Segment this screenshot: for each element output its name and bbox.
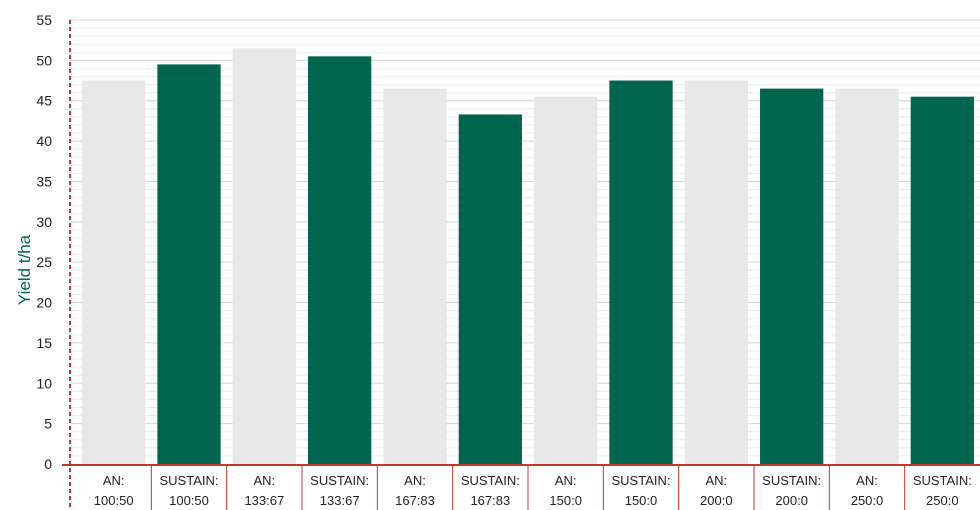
x-tick-label: SUSTAIN: <box>461 473 520 488</box>
y-tick-label: 15 <box>36 335 52 351</box>
bar <box>910 96 974 464</box>
y-tick-label: 40 <box>36 133 52 149</box>
y-tick-label: 20 <box>36 295 52 311</box>
x-tick-label: 167:83 <box>395 493 435 508</box>
x-tick-label: AN: <box>253 473 275 488</box>
bar <box>383 88 447 465</box>
bar <box>157 64 221 465</box>
bar <box>760 88 824 465</box>
y-tick-label: 10 <box>36 375 52 391</box>
x-tick-label: AN: <box>705 473 727 488</box>
bar <box>232 48 296 464</box>
y-tick-label: 55 <box>36 12 52 28</box>
y-tick-label: 5 <box>44 416 52 432</box>
y-tick-labels: 0 5 10 15 20 25 30 35 40 45 50 55 <box>36 12 52 472</box>
x-tick-label: AN: <box>856 473 878 488</box>
x-tick-label: SUSTAIN: <box>612 473 671 488</box>
gridlines <box>70 19 980 457</box>
x-tick-label: 100:50 <box>169 493 209 508</box>
bar <box>835 88 899 465</box>
y-tick-label: 35 <box>36 173 52 189</box>
x-tick-label: AN: <box>404 473 426 488</box>
x-tick-label: SUSTAIN: <box>160 473 219 488</box>
x-tick-label: 167:83 <box>470 493 510 508</box>
x-tick-label: 200:0 <box>700 493 733 508</box>
x-category-labels: AN: 100:50 SUSTAIN: 100:50 AN: 133:67 SUSTAIN:… <box>94 473 972 508</box>
x-tick-label: 250:0 <box>851 493 884 508</box>
x-tick-label: 150:0 <box>625 493 658 508</box>
x-tick-label: 133:67 <box>244 493 284 508</box>
y-tick-label: 25 <box>36 254 52 270</box>
x-tick-label: 250:0 <box>926 493 959 508</box>
x-tick-label: 200:0 <box>775 493 808 508</box>
x-tick-label: 100:50 <box>94 493 134 508</box>
bar <box>684 80 748 464</box>
y-tick-label: 30 <box>36 214 52 230</box>
x-tick-label: 150:0 <box>549 493 582 508</box>
bar <box>609 80 673 464</box>
axes <box>62 20 980 510</box>
x-tick-label: SUSTAIN: <box>913 473 972 488</box>
y-tick-label: 45 <box>36 93 52 109</box>
y-tick-label: 0 <box>44 456 52 472</box>
bar <box>82 80 146 464</box>
bar <box>458 114 522 464</box>
bar <box>308 56 372 465</box>
x-tick-label: 133:67 <box>320 493 360 508</box>
x-tick-label: SUSTAIN: <box>310 473 369 488</box>
x-tick-label: AN: <box>103 473 125 488</box>
y-tick-label: 50 <box>36 52 52 68</box>
x-tick-label: AN: <box>555 473 577 488</box>
x-tick-label: SUSTAIN: <box>762 473 821 488</box>
bars <box>82 48 974 465</box>
bar <box>534 96 598 464</box>
y-axis-title: Yield t/ha <box>15 234 34 305</box>
